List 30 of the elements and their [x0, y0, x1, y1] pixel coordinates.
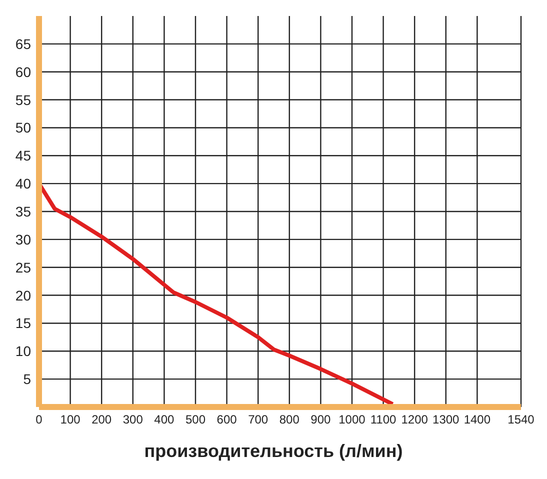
x-tick-label: 800 — [279, 412, 300, 427]
y-tick-label: 30 — [15, 231, 32, 248]
x-tick-label: 900 — [310, 412, 332, 427]
x-tick-label: 700 — [248, 412, 268, 427]
x-tick-label: 1000 — [338, 412, 366, 427]
x-tick-label: 100 — [60, 412, 81, 427]
x-tick-label: 1400 — [464, 412, 491, 427]
x-tick-label: 400 — [154, 412, 175, 427]
x-tick-label: 0 — [36, 412, 43, 427]
y-tick-label: 55 — [15, 92, 32, 108]
y-tick-label: 5 — [23, 371, 32, 388]
y-tick-label: 40 — [15, 176, 32, 192]
x-tick-label: 200 — [92, 412, 112, 427]
y-tick-label: 35 — [15, 203, 32, 220]
x-tick-label: 300 — [122, 412, 144, 427]
y-tick-label: 45 — [15, 148, 32, 164]
y-tick-label: 60 — [15, 64, 32, 80]
y-tick-label: 65 — [15, 36, 32, 52]
x-tick-label: 600 — [216, 412, 238, 427]
y-tick-label: 50 — [15, 120, 32, 136]
x-tick-label: 1300 — [432, 412, 460, 427]
x-axis-title: производительность (л/мин) — [143, 441, 404, 462]
x-tick-label: 1540 — [508, 412, 535, 427]
y-tick-label: 20 — [15, 287, 32, 304]
x-tick-label: 1200 — [401, 412, 428, 427]
y-tick-label: 25 — [15, 259, 32, 276]
y-tick-label: 10 — [15, 343, 32, 360]
x-tick-label: 1100 — [370, 412, 397, 427]
x-tick-label: 500 — [185, 412, 206, 427]
y-tick-label: 15 — [15, 315, 32, 332]
